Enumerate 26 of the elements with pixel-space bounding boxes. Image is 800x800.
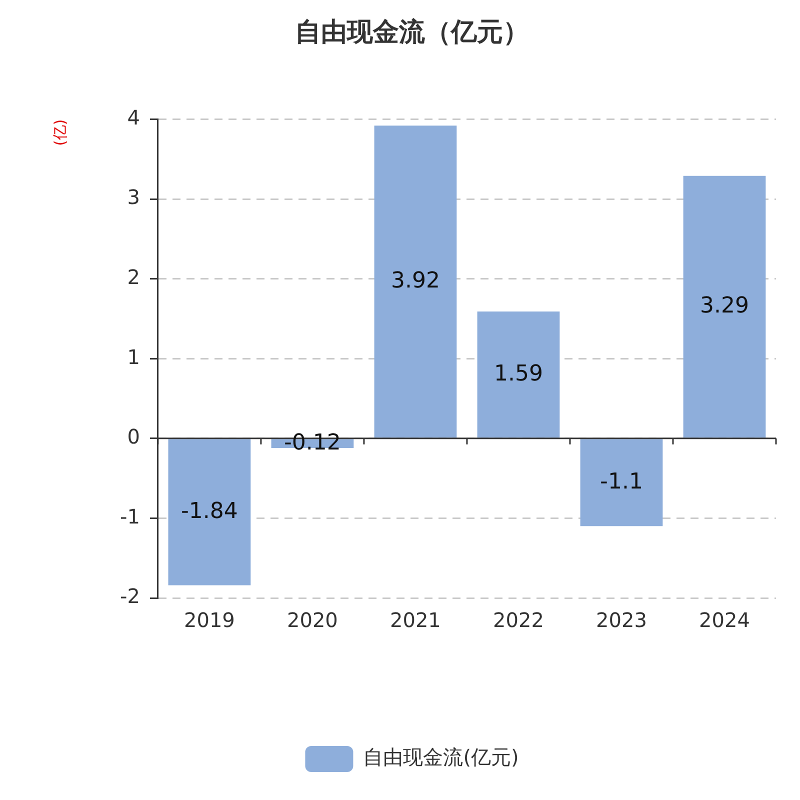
y-tick-label: -2 — [120, 584, 140, 608]
bar — [374, 126, 457, 438]
data-label: 1.59 — [494, 361, 543, 386]
x-tick-label: 2019 — [184, 608, 235, 632]
legend-label: 自由现金流(亿元) — [363, 745, 519, 770]
x-tick-label: 2020 — [287, 608, 338, 632]
bar — [477, 312, 560, 438]
y-axis-title: (亿) — [50, 119, 69, 146]
bar — [580, 439, 663, 526]
y-tick-label: -1 — [120, 504, 140, 528]
y-tick-label: 0 — [127, 424, 140, 449]
x-tick-label: 2024 — [699, 608, 750, 632]
chart-title: 自由现金流（亿元） — [295, 17, 529, 48]
x-tick-label: 2023 — [596, 608, 647, 632]
x-tick-label: 2022 — [493, 608, 544, 632]
bar — [168, 439, 251, 586]
y-tick-label: 2 — [127, 265, 140, 290]
y-tick-label: 1 — [127, 344, 140, 369]
data-label: 3.29 — [700, 293, 749, 318]
data-label: -1.1 — [600, 469, 643, 494]
x-tick-label: 2021 — [390, 608, 441, 632]
data-label: 3.92 — [390, 268, 440, 294]
bar — [683, 176, 766, 438]
y-tick-label: 4 — [127, 105, 140, 130]
data-label: -1.84 — [180, 498, 238, 524]
y-tick-label: 3 — [127, 185, 140, 210]
